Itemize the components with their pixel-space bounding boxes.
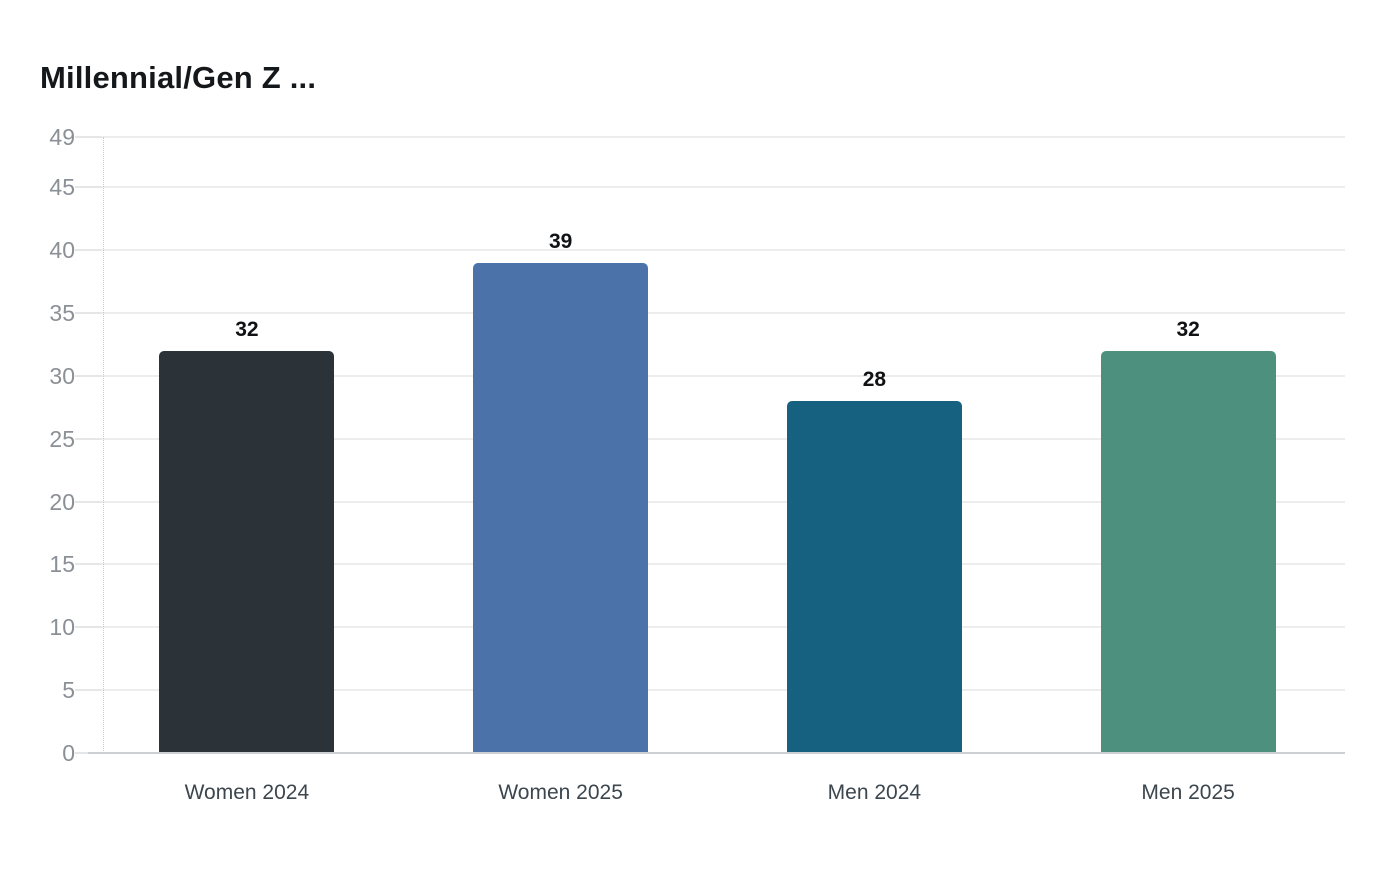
bar-slot: 32: [1031, 137, 1345, 753]
chart-title: Millennial/Gen Z ...: [40, 60, 317, 95]
gridline: [88, 312, 1345, 314]
bar-slot: 39: [404, 137, 718, 753]
x-axis-label: Men 2025: [1141, 781, 1235, 804]
y-tick-label: 10: [49, 614, 75, 641]
y-tick-label: 15: [49, 551, 75, 578]
bar-women-2025[interactable]: 39: [473, 230, 649, 753]
bars-layer: 32 39 28 32: [90, 137, 1345, 753]
y-tick-mark: [75, 374, 101, 377]
y-tick-mark: [75, 500, 101, 503]
bar-men-2024[interactable]: 28: [786, 368, 962, 753]
x-axis-line: [88, 752, 1345, 754]
bar-women-2024[interactable]: 32: [159, 318, 335, 753]
bar-men-2025[interactable]: 32: [1100, 318, 1276, 753]
y-tick-mark: [75, 563, 101, 566]
x-axis-label: Men 2024: [827, 781, 922, 804]
y-tick-mark: [75, 249, 101, 252]
bar-slot: 32: [90, 137, 404, 753]
y-axis-dotted-line: [103, 137, 104, 753]
y-tick-mark: [75, 186, 101, 189]
y-tick-label: 5: [62, 677, 75, 704]
gridline: [88, 374, 1345, 377]
gridline: [88, 500, 1345, 503]
bar-value-label: 39: [548, 229, 573, 253]
gridline: [88, 186, 1345, 189]
x-axis-label: Women 2025: [498, 781, 623, 804]
y-tick-mark: [75, 437, 101, 440]
y-tick-mark: [75, 689, 101, 692]
y-tick-label: 49: [49, 124, 75, 150]
bar-slot: 28: [718, 137, 1032, 753]
y-tick-mark: [75, 312, 101, 314]
y-tick-mark: [75, 626, 101, 629]
x-axis-label: Women 2024: [184, 781, 310, 804]
gridline: [88, 563, 1345, 566]
y-tick-label: 40: [49, 237, 75, 264]
gridline: [88, 136, 1345, 138]
y-tick-label: 30: [49, 362, 75, 389]
bar-value-label: 32: [1176, 317, 1200, 341]
y-tick-label: 25: [49, 425, 75, 452]
y-tick-label: 20: [49, 488, 75, 515]
y-tick-mark: [75, 136, 101, 138]
gridline: [88, 689, 1345, 692]
gridline: [88, 249, 1345, 252]
gridline: [88, 437, 1345, 440]
y-tick-label: 35: [49, 300, 75, 326]
plot-area: 0 5 10 15 20 25 30 35 40 45 49 32 39 28 32: [49, 124, 1345, 766]
bar-value-label: 32: [235, 317, 259, 341]
bar-value-label: 28: [862, 368, 887, 391]
gridline: [88, 626, 1345, 629]
y-tick-label: 45: [49, 174, 75, 201]
y-tick-label: 0: [62, 740, 75, 766]
x-axis-labels: Women 2024 Women 2025 Men 2024 Men 2025: [90, 781, 1345, 805]
